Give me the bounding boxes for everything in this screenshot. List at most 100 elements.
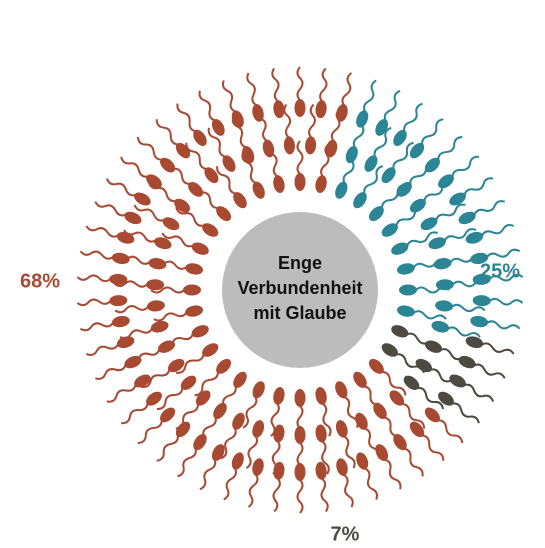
icon-tail xyxy=(463,383,494,404)
sperm-icon xyxy=(77,272,128,286)
sperm-icon xyxy=(354,451,381,502)
sperm-icon xyxy=(447,372,496,407)
sperm-icon xyxy=(464,221,515,246)
sperm-icon xyxy=(390,432,427,480)
icon-head xyxy=(354,451,370,472)
icon-head xyxy=(193,388,213,409)
icon-head xyxy=(146,299,165,312)
sperm-icon xyxy=(387,388,429,433)
icon-tail xyxy=(94,199,126,217)
sperm-icon xyxy=(464,334,515,359)
icon-head xyxy=(366,203,387,224)
sperm-icon xyxy=(152,116,193,161)
icon-head xyxy=(122,209,143,226)
icon-tail xyxy=(363,80,379,113)
icon-head xyxy=(272,100,285,119)
icon-tail xyxy=(175,102,197,132)
icon-head xyxy=(295,99,306,117)
icon-tail xyxy=(481,342,514,356)
icon-tail xyxy=(413,310,446,321)
icon-head xyxy=(379,340,400,359)
icon-head xyxy=(250,419,266,439)
sperm-icon xyxy=(104,174,153,209)
icon-head xyxy=(350,190,369,211)
icon-tail xyxy=(420,434,445,462)
icon-head xyxy=(399,285,417,296)
icon-tail xyxy=(298,141,303,174)
icon-head xyxy=(457,353,478,370)
icon-tail xyxy=(383,90,402,122)
icon-tail xyxy=(481,224,514,238)
icon-head xyxy=(213,356,234,377)
icon-head xyxy=(427,235,448,251)
icon-head xyxy=(272,386,286,406)
icon-head xyxy=(314,424,328,443)
sperm-icon xyxy=(243,457,265,508)
icon-tail xyxy=(490,299,523,306)
icon-head xyxy=(148,257,168,271)
center-label: mit Glaube xyxy=(253,303,346,323)
icon-tail xyxy=(473,363,505,381)
icon-head xyxy=(184,262,204,276)
icon-tail xyxy=(175,447,197,477)
icon-head xyxy=(184,304,204,318)
sperm-icon xyxy=(191,356,234,399)
icon-head xyxy=(315,100,328,119)
icon-head xyxy=(200,220,221,239)
sperm-icon xyxy=(93,197,143,227)
icon-head xyxy=(213,203,234,224)
icon-tail xyxy=(463,176,494,197)
icon-head xyxy=(295,463,306,481)
icon-tail xyxy=(420,118,445,146)
sperm-icon xyxy=(85,334,136,359)
icon-head xyxy=(304,136,316,155)
icon-head xyxy=(251,457,266,477)
sperm-icon xyxy=(269,68,286,119)
icon-head xyxy=(343,144,360,165)
sperm-icon xyxy=(335,457,357,508)
icon-tail xyxy=(221,468,237,501)
icon-tail xyxy=(341,72,353,105)
icon-head xyxy=(423,338,444,355)
value-label: 7% xyxy=(331,523,360,545)
sperm-icon xyxy=(85,221,136,246)
icon-tail xyxy=(473,199,505,217)
icon-head xyxy=(295,173,306,191)
sperm-icon xyxy=(269,461,286,512)
icon-tail xyxy=(221,80,237,113)
icon-head xyxy=(295,426,306,444)
sperm-icon xyxy=(469,315,520,335)
icon-head xyxy=(366,356,387,377)
icon-head xyxy=(447,372,468,391)
sperm-icon xyxy=(295,141,306,191)
icon-head xyxy=(160,215,181,233)
sperm-icon xyxy=(79,315,130,335)
icon-tail xyxy=(77,299,110,306)
icon-head xyxy=(190,323,211,340)
sperm-icon xyxy=(315,68,332,119)
icon-head xyxy=(272,174,286,194)
sperm-icon xyxy=(182,139,221,185)
center-label: Enge xyxy=(278,253,322,273)
icon-head xyxy=(250,180,267,201)
sperm-icon xyxy=(295,67,306,117)
sperm-icon xyxy=(373,88,405,138)
sperm-icon xyxy=(366,356,409,399)
icon-head xyxy=(115,230,135,246)
sperm-icon xyxy=(295,463,306,513)
icon-head xyxy=(185,179,206,199)
icon-tail xyxy=(363,468,379,501)
sperm-icon xyxy=(138,356,186,391)
chart: Enge Verbundenheit mit Glaube 25%7%68% xyxy=(0,0,545,548)
icon-tail xyxy=(298,67,303,100)
icon-head xyxy=(464,334,484,350)
icon-head xyxy=(295,389,306,407)
sperm-icon xyxy=(335,72,357,123)
icon-head xyxy=(379,165,399,186)
icon-head xyxy=(396,262,416,276)
icon-tail xyxy=(94,363,126,381)
icon-head xyxy=(333,180,350,201)
icon-head xyxy=(435,299,454,312)
sperm-icon xyxy=(457,197,507,227)
icon-head xyxy=(354,109,370,130)
